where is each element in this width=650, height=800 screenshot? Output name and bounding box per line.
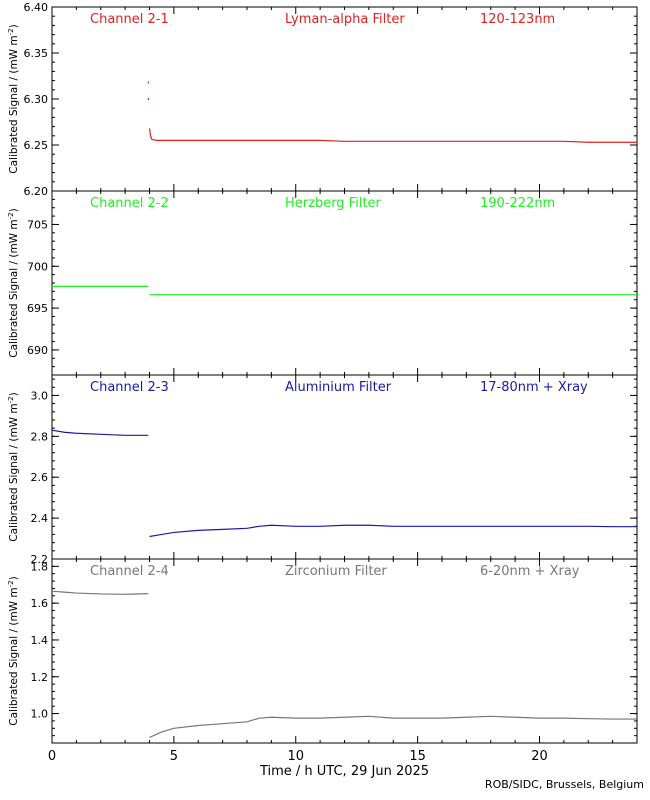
series-point [147, 81, 149, 84]
x-tick-label: 0 [48, 749, 56, 764]
y-tick-label: 6.25 [24, 139, 49, 152]
panel-label: 17-80nm + Xray [480, 380, 588, 395]
panel-label: Channel 2-1 [90, 12, 169, 27]
y-tick-label: 6.40 [24, 1, 49, 14]
panel-label: Channel 2-3 [90, 380, 169, 395]
credit-text: ROB/SIDC, Brussels, Belgium [484, 778, 644, 791]
panel-label: Herzberg Filter [285, 196, 382, 211]
panel-label: Channel 2-2 [90, 196, 169, 211]
y-tick-label: 6.30 [24, 93, 49, 106]
panel-frame [51, 374, 638, 560]
y-axis-label: Calibrated Signal / (mW m-2) [7, 24, 20, 173]
panel-frame [51, 190, 638, 376]
y-axis-label: Calibrated Signal / (mW m-2) [7, 576, 20, 725]
y-tick-label: 700 [27, 260, 48, 273]
y-tick-label: 690 [27, 344, 48, 357]
x-tick-label: 15 [409, 749, 426, 764]
x-tick-label: 10 [287, 749, 304, 764]
x-tick-label: 20 [531, 749, 548, 764]
y-tick-label: 2.8 [31, 430, 49, 443]
y-axis-label: Calibrated Signal / (mW m-2) [7, 208, 20, 357]
y-axis-label: Calibrated Signal / (mW m-2) [7, 392, 20, 541]
panel-label: 190-222nm [480, 196, 555, 211]
panel-label: Channel 2-4 [90, 564, 169, 579]
panel-label: Lyman-alpha Filter [285, 12, 405, 27]
series-line [149, 524, 637, 538]
y-tick-label: 695 [27, 302, 48, 315]
y-tick-label: 3.0 [31, 389, 49, 402]
y-tick-label: 705 [27, 218, 48, 231]
panel-frame [51, 6, 638, 192]
series-line [148, 128, 637, 143]
y-tick-label: 1.8 [31, 560, 49, 573]
y-tick-label: 1.2 [31, 671, 49, 684]
series-line [149, 715, 637, 739]
y-tick-label: 6.35 [24, 47, 49, 60]
y-tick-label: 1.6 [31, 597, 49, 610]
panel-label: Aluminium Filter [285, 380, 392, 395]
series-point [147, 98, 149, 100]
y-tick-label: 1.0 [31, 708, 49, 721]
panel-label: Zirconium Filter [285, 564, 387, 579]
y-tick-label: 6.20 [24, 185, 49, 198]
x-tick-label: 5 [170, 749, 178, 764]
y-tick-label: 1.4 [31, 634, 49, 647]
x-axis-label: Time / h UTC, 29 Jun 2025 [259, 764, 429, 779]
series-line [51, 429, 149, 436]
panel-frame [51, 558, 638, 744]
y-tick-label: 2.6 [31, 471, 49, 484]
y-tick-label: 2.2 [31, 553, 49, 566]
y-tick-label: 2.4 [31, 512, 49, 525]
series-line [51, 590, 149, 595]
panel-label: 120-123nm [480, 12, 555, 27]
panel-label: 6-20nm + Xray [480, 564, 580, 579]
